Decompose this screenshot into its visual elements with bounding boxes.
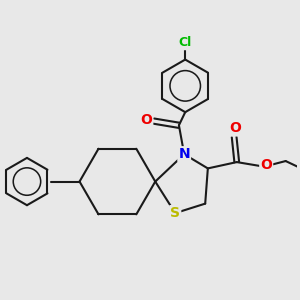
Text: O: O <box>260 158 272 172</box>
Text: O: O <box>229 122 241 135</box>
Text: O: O <box>140 113 152 127</box>
Text: S: S <box>170 206 180 220</box>
Text: N: N <box>178 147 190 161</box>
Text: Cl: Cl <box>178 36 192 49</box>
